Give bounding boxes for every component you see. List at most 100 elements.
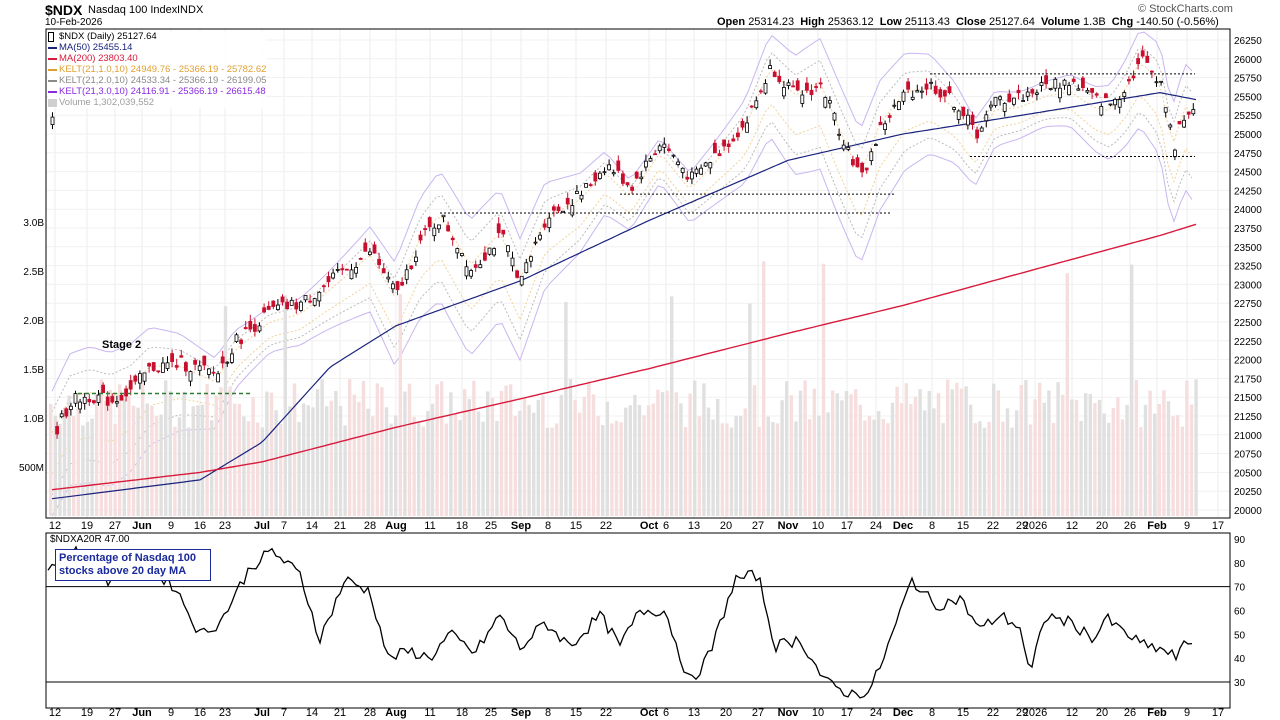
volume-bar	[780, 400, 784, 516]
volume-bar	[550, 427, 554, 516]
volume-bar	[656, 389, 660, 516]
candle	[809, 89, 814, 96]
candle	[984, 114, 989, 122]
candle	[1007, 93, 1012, 103]
candle	[1168, 124, 1173, 128]
volume-bar	[509, 384, 513, 516]
volume-bar	[58, 424, 62, 516]
x-tick-label: 12	[49, 707, 61, 719]
candle	[432, 227, 437, 237]
x-tick-label: 28	[364, 520, 376, 532]
candle	[505, 245, 510, 253]
candle	[717, 153, 722, 157]
volume-bar	[688, 393, 692, 516]
candle	[897, 101, 901, 110]
candle	[519, 275, 524, 286]
candle	[1081, 77, 1085, 88]
volume-bar	[573, 399, 577, 516]
candle	[206, 368, 211, 375]
x-tick-label: 25	[485, 520, 497, 532]
volume-bar	[513, 415, 517, 516]
volume-bar	[670, 296, 674, 516]
volume-bar	[743, 408, 747, 516]
candle	[993, 96, 998, 106]
x-tick-label: 15	[570, 707, 582, 719]
x-tick-label: 19	[81, 707, 93, 719]
candle	[561, 210, 565, 213]
volume-bar	[633, 394, 637, 516]
volume-bar	[67, 395, 71, 516]
y-tick-label: 22000	[1234, 356, 1262, 367]
x-tick-label: Feb	[1147, 520, 1167, 532]
candle	[78, 401, 82, 410]
candle	[860, 162, 864, 173]
candle	[1002, 103, 1007, 112]
candle	[482, 252, 487, 261]
open-value: 25314.23	[748, 16, 795, 28]
x-tick-label: 18	[456, 520, 468, 532]
candle	[933, 85, 938, 94]
candle	[680, 167, 685, 173]
x-tick-label: Jun	[132, 707, 152, 719]
candle	[920, 90, 924, 93]
candle	[1039, 82, 1044, 86]
chart-exchange: INDX	[177, 4, 204, 16]
volume-bar	[596, 415, 600, 516]
volume-bar	[766, 416, 770, 516]
stage2-annotation: Stage 2	[102, 339, 142, 351]
x-tick-label: 10	[812, 520, 824, 532]
volume-bar	[164, 380, 168, 516]
volume-bar	[467, 399, 471, 516]
candle	[501, 229, 506, 235]
candle	[1085, 90, 1090, 93]
volume-bar	[1028, 424, 1033, 516]
candle	[372, 244, 377, 254]
candle	[524, 262, 529, 273]
legend-text: KELT(21,1.0,10) 24949.76 - 25366.19 - 25…	[59, 64, 267, 75]
x-tick-label: Aug	[385, 520, 406, 532]
volume-bar	[1148, 390, 1152, 516]
volume-bar	[1189, 404, 1194, 516]
candle	[1127, 79, 1131, 82]
candle	[740, 120, 745, 128]
volume-bar	[306, 405, 310, 516]
volume-bar	[1130, 264, 1134, 516]
candle	[1094, 93, 1099, 96]
candle	[303, 295, 308, 301]
candle	[395, 281, 400, 291]
x-tick-label: 16	[194, 520, 206, 532]
x-tick-label: Aug	[385, 707, 406, 719]
x-tick-label: 24	[870, 707, 882, 719]
candle	[459, 252, 464, 256]
volume-bar	[219, 387, 223, 516]
volume-bar	[725, 423, 729, 516]
y-tick-label: 23000	[1234, 280, 1262, 291]
candle	[50, 116, 55, 125]
candle	[478, 264, 483, 269]
candle	[115, 401, 119, 404]
candle	[142, 372, 147, 382]
volume-bar	[1015, 410, 1019, 516]
candle	[147, 363, 152, 367]
candle	[1016, 89, 1021, 94]
candle	[496, 223, 501, 234]
legend-swatch	[48, 57, 57, 60]
candle	[193, 360, 198, 365]
candle	[262, 307, 267, 313]
candle	[694, 168, 699, 174]
volume-bar	[463, 389, 467, 516]
candle	[823, 97, 828, 108]
price-legend: $NDX (Daily) 25127.64 MA(50) 25455.14 MA(2…	[48, 31, 267, 108]
volume-bar	[881, 419, 885, 516]
volume-bar	[380, 387, 384, 516]
x-tick-label: 25	[485, 707, 497, 719]
x-tick-label: 24	[870, 520, 882, 532]
volume-bar	[366, 408, 370, 516]
volume-bar	[831, 390, 835, 516]
lower-y-tick-label: 30	[1234, 678, 1246, 689]
volume-bar	[1088, 393, 1092, 516]
candle	[828, 100, 832, 104]
candle	[685, 176, 690, 180]
x-tick-label: Dec	[893, 520, 913, 532]
candle	[584, 183, 588, 188]
